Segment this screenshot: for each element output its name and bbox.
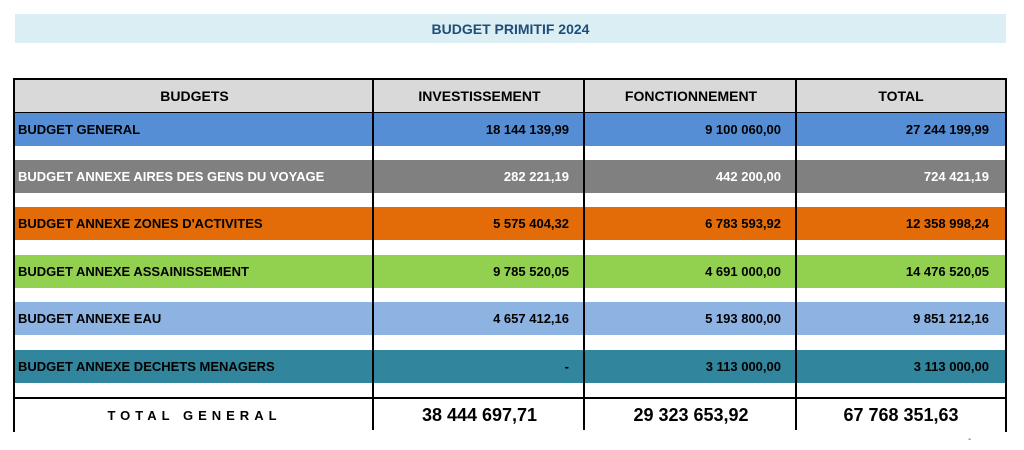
row-fonctionnement: 4 691 000,00 bbox=[705, 264, 781, 279]
total-total: 67 768 351,63 bbox=[843, 405, 959, 425]
total-general-row: TOTAL GENERAL 38 444 697,71 29 323 653,9… bbox=[15, 397, 1005, 432]
row-total: 9 851 212,16 bbox=[913, 311, 989, 326]
row-total: 14 476 520,05 bbox=[905, 264, 989, 279]
column-divider bbox=[795, 80, 797, 430]
header-fonctionnement: FONCTIONNEMENT bbox=[624, 88, 758, 104]
row-fonctionnement: 3 113 000,00 bbox=[705, 359, 781, 374]
row-investissement: 5 575 404,32 bbox=[493, 216, 569, 231]
total-fonctionnement: 29 323 653,92 bbox=[633, 405, 749, 425]
stray-mark: - bbox=[968, 434, 972, 445]
row-fonctionnement: 6 783 593,92 bbox=[705, 216, 781, 231]
total-investissement: 38 444 697,71 bbox=[421, 405, 538, 425]
column-divider bbox=[372, 80, 374, 430]
total-general-label: TOTAL GENERAL bbox=[107, 408, 282, 423]
column-divider bbox=[583, 80, 585, 430]
row-label: BUDGET ANNEXE AIRES DES GENS DU VOYAGE bbox=[18, 169, 325, 184]
row-investissement: - bbox=[564, 359, 569, 374]
row-label: BUDGET ANNEXE EAU bbox=[18, 311, 162, 326]
row-total: 12 358 998,24 bbox=[905, 216, 989, 231]
row-label: BUDGET ANNEXE DECHETS MENAGERS bbox=[18, 359, 275, 374]
row-investissement: 282 221,19 bbox=[503, 169, 569, 184]
budget-table: BUDGETS INVESTISSEMENT FONCTIONNEMENT TO… bbox=[13, 78, 1007, 432]
row-label: BUDGET GENERAL bbox=[18, 122, 141, 137]
row-total: 3 113 000,00 bbox=[913, 359, 989, 374]
table-row: BUDGET ANNEXE ASSAINISSEMENT 9 785 520,0… bbox=[15, 255, 1005, 288]
header-investissement: INVESTISSEMENT bbox=[418, 88, 541, 104]
table-row: BUDGET ANNEXE EAU 4 657 412,16 5 193 800… bbox=[15, 302, 1005, 335]
table-header-row: BUDGETS INVESTISSEMENT FONCTIONNEMENT TO… bbox=[15, 80, 1005, 114]
row-investissement: 18 144 139,99 bbox=[485, 122, 569, 137]
table-row: BUDGET GENERAL 18 144 139,99 9 100 060,0… bbox=[15, 113, 1005, 146]
row-investissement: 9 785 520,05 bbox=[493, 264, 569, 279]
row-label: BUDGET ANNEXE ZONES D'ACTIVITES bbox=[18, 216, 263, 231]
row-fonctionnement: 442 200,00 bbox=[715, 169, 781, 184]
row-fonctionnement: 9 100 060,00 bbox=[705, 122, 781, 137]
row-label: BUDGET ANNEXE ASSAINISSEMENT bbox=[18, 264, 249, 279]
row-total: 724 421,19 bbox=[923, 169, 989, 184]
row-total: 27 244 199,99 bbox=[905, 122, 989, 137]
page-title: BUDGET PRIMITIF 2024 bbox=[15, 14, 1006, 43]
row-investissement: 4 657 412,16 bbox=[493, 311, 569, 326]
table-row: BUDGET ANNEXE ZONES D'ACTIVITES 5 575 40… bbox=[15, 207, 1005, 240]
table-row: BUDGET ANNEXE DECHETS MENAGERS - 3 113 0… bbox=[15, 350, 1005, 383]
header-total: TOTAL bbox=[878, 88, 924, 104]
row-fonctionnement: 5 193 800,00 bbox=[705, 311, 781, 326]
table-row: BUDGET ANNEXE AIRES DES GENS DU VOYAGE 2… bbox=[15, 160, 1005, 193]
header-budgets: BUDGETS bbox=[160, 88, 229, 104]
